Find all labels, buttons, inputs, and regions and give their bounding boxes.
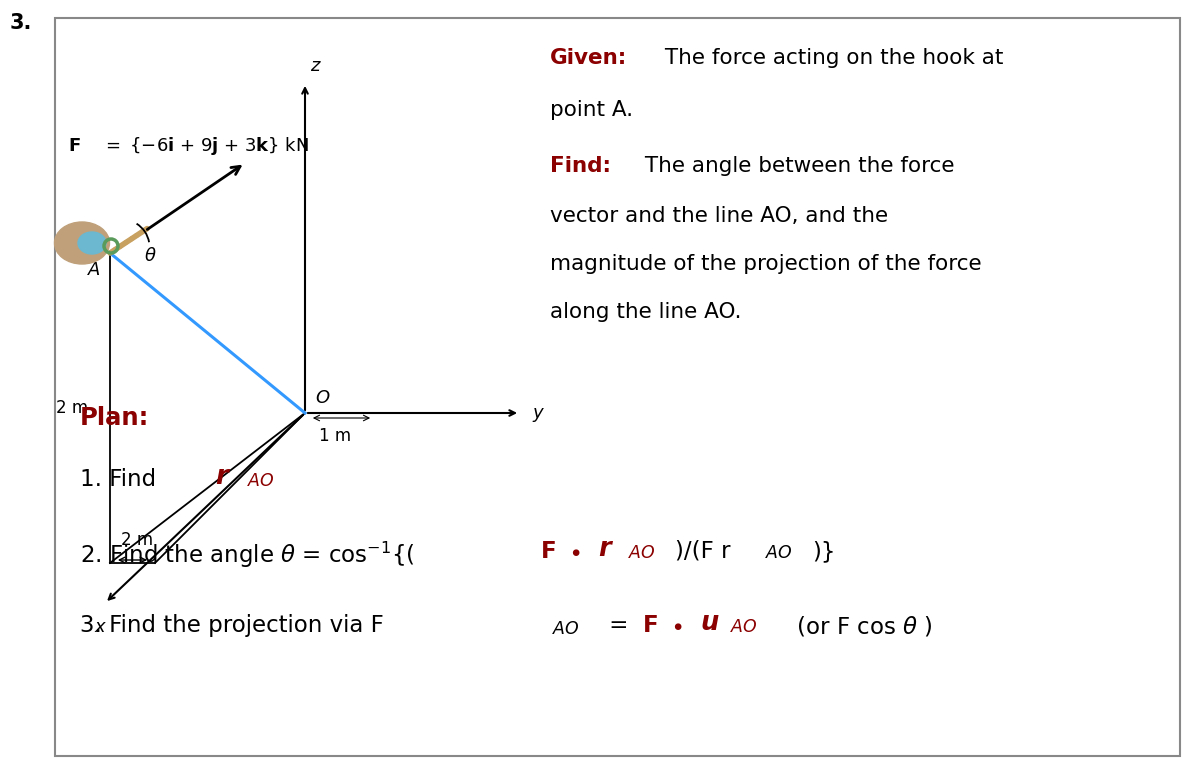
Text: z: z [310,57,319,75]
Text: A: A [88,261,101,279]
Text: $\bullet$: $\bullet$ [670,614,683,637]
Text: $\mathit{AO}$: $\mathit{AO}$ [247,472,275,490]
Text: y: y [532,404,542,422]
Text: =: = [602,614,636,637]
Ellipse shape [54,222,109,264]
Text: 2. Find the angle $\theta$ = cos$^{-1}${(: 2. Find the angle $\theta$ = cos$^{-1}${… [80,540,415,570]
Text: 2 m: 2 m [121,531,154,549]
Text: $\mathit{AO}$: $\mathit{AO}$ [552,620,580,638]
Text: O: O [314,389,329,407]
Text: vector and the line AO, and the: vector and the line AO, and the [550,206,888,226]
Ellipse shape [78,232,106,254]
Text: magnitude of the projection of the force: magnitude of the projection of the force [550,254,982,274]
Text: 1. Find: 1. Find [80,468,163,491]
Text: point A.: point A. [550,100,634,120]
Text: 1 m: 1 m [319,427,352,445]
Text: 2 m: 2 m [56,399,88,417]
Text: $\bfit{r}$: $\bfit{r}$ [215,464,232,490]
Text: 3. Find the projection via F: 3. Find the projection via F [80,614,384,637]
Text: The force acting on the hook at: The force acting on the hook at [658,48,1003,68]
Text: $\mathbf{F}$: $\mathbf{F}$ [540,540,556,563]
Text: along the line AO.: along the line AO. [550,302,742,322]
Text: $\theta$: $\theta$ [144,247,157,265]
Text: $\bfit{r}$: $\bfit{r}$ [598,536,614,562]
Text: $\bullet$: $\bullet$ [568,540,581,563]
Text: Plan:: Plan: [80,406,149,430]
Text: 3.: 3. [10,13,32,33]
Text: Given:: Given: [550,48,628,68]
Text: )/(F r: )/(F r [674,540,731,563]
Text: (or F cos $\theta$ ): (or F cos $\theta$ ) [782,614,932,638]
Text: )}: )} [812,540,835,563]
Text: The angle between the force: The angle between the force [638,156,954,176]
Text: $\bfit{u}$: $\bfit{u}$ [700,610,720,636]
Text: $\mathbf{F}$: $\mathbf{F}$ [68,137,80,155]
Text: $\mathit{AO}$: $\mathit{AO}$ [628,544,655,562]
Text: x: x [95,618,106,636]
Text: Find:: Find: [550,156,611,176]
Text: $\mathit{AO}$: $\mathit{AO}$ [766,544,793,562]
Text: $\mathbf{F}$: $\mathbf{F}$ [642,614,658,637]
Text: $\mathit{AO}$: $\mathit{AO}$ [730,618,757,636]
Text: $=$ {$-$6$\mathbf{i}$ $+$ 9$\mathbf{j}$ $+$ 3$\mathbf{k}$} kN: $=$ {$-$6$\mathbf{i}$ $+$ 9$\mathbf{j}$ … [96,135,310,157]
